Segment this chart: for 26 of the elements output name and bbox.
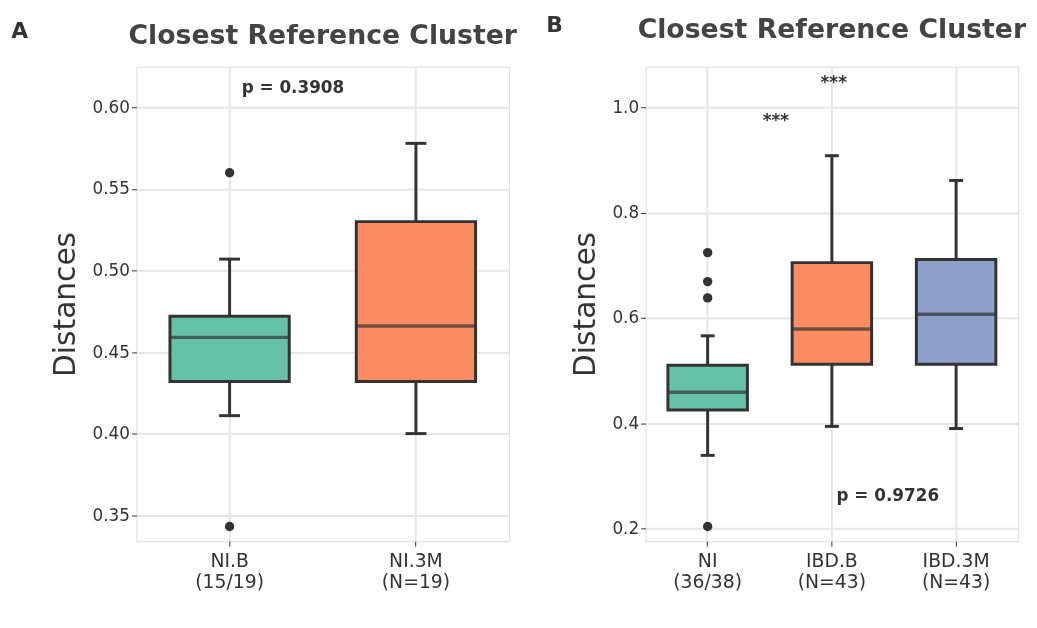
y-tick-label: 0.55: [92, 178, 130, 199]
annotation: p = 0.3908: [241, 77, 345, 98]
y-tick-label: 0.2: [612, 518, 640, 539]
y-tick-label: 1.0: [612, 96, 640, 117]
chart-title: Closest Reference Cluster: [637, 13, 1027, 45]
x-tick-label: IBD.B (N=43): [797, 550, 867, 593]
y-tick-label: 0.50: [92, 259, 130, 280]
annotation: ***: [762, 110, 790, 131]
y-tick-label: 0.45: [92, 341, 130, 362]
text: B: [546, 12, 563, 38]
text: A: [11, 18, 29, 44]
chart-title: Closest Reference Cluster: [128, 18, 518, 50]
y-tick-label: 0.6: [612, 307, 640, 328]
y-tick-label: 0.4: [612, 412, 640, 433]
x-tick-label: NI.B (15/19): [195, 550, 264, 593]
annotation: p = 0.9726: [836, 484, 940, 505]
y-axis-title: Distances: [46, 231, 82, 377]
y-tick-label: 0.60: [92, 96, 130, 117]
x-tick-label: NI (36/38): [673, 550, 743, 593]
y-tick-label: 0.35: [92, 504, 130, 525]
y-tick-label: 0.8: [612, 202, 640, 223]
y-tick-label: 0.40: [92, 423, 130, 444]
y-axis-title: Distances: [566, 231, 602, 377]
x-tick-label: IBD.3M (N=43): [921, 550, 991, 593]
annotation: ***: [820, 72, 848, 93]
x-tick-label: NI.3M (N=19): [381, 550, 451, 593]
